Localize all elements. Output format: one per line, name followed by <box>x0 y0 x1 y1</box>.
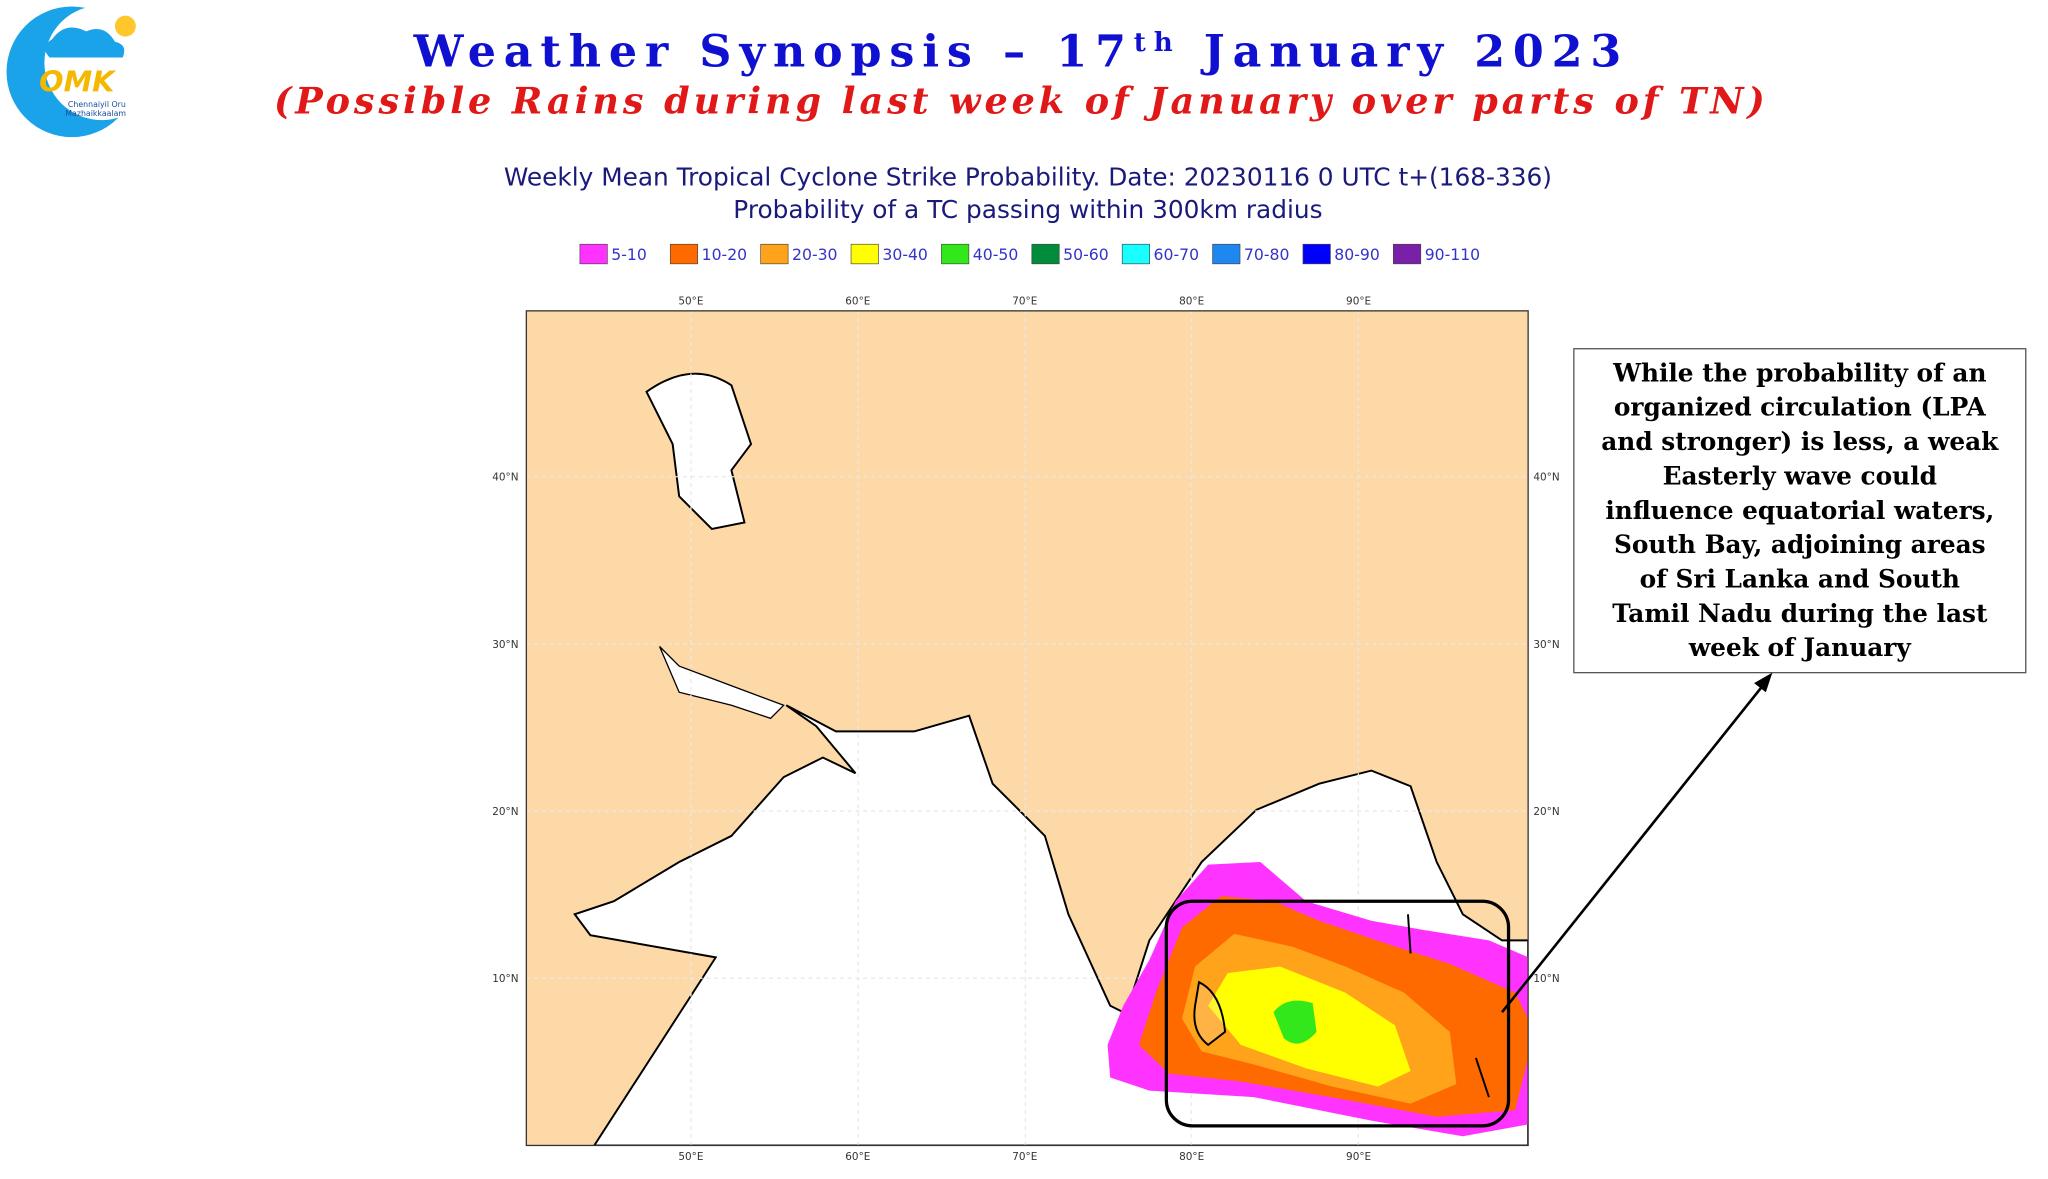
callout: While the probability of an organized cir… <box>1601 358 1999 662</box>
legend-label: 5-10 <box>611 245 647 264</box>
map-subtitle: Probability of a TC passing within 300km… <box>733 195 1322 224</box>
lat-label: 20°N <box>492 806 518 818</box>
subtitle: (Possible Rains during last week of Janu… <box>274 80 1769 123</box>
lat-label: 30°N <box>492 639 518 651</box>
logo-name: Chennaiyil Oru <box>68 100 126 109</box>
callout-line: While the probability of an <box>1612 358 1986 387</box>
logo: OMK Chennaiyil Oru Mazhaikkaalam <box>6 5 160 138</box>
legend-swatch <box>1031 243 1060 265</box>
arrow-head <box>1754 672 1773 693</box>
callout-line: Tamil Nadu during the last <box>1612 599 1988 628</box>
lon-label: 50°E <box>678 295 703 307</box>
lon-label: 90°E <box>1346 295 1371 307</box>
title: Weather Synopsis – 17th January 2023 <box>413 26 1629 78</box>
lon-label: 60°E <box>845 295 870 307</box>
lat-label: 10°N <box>492 973 518 985</box>
legend-swatch <box>669 243 699 265</box>
lat-label: 10°N <box>1533 973 1559 985</box>
lat-label: 20°N <box>1533 806 1559 818</box>
callout-box <box>1573 348 2027 674</box>
map-title: Weekly Mean Tropical Cyclone Strike Prob… <box>504 162 1552 191</box>
legend-label: 10-20 <box>702 245 748 264</box>
callout-line: and stronger) is less, a weak <box>1601 427 1999 456</box>
callout-line: Easterly wave could <box>1663 461 1937 490</box>
callout-line: organized circulation (LPA <box>1614 393 1987 422</box>
title-part: January 2023 <box>1181 26 1630 78</box>
lat-label: 40°N <box>1533 472 1559 484</box>
lat-label: 30°N <box>1533 639 1559 651</box>
lon-label: 60°E <box>845 1151 870 1163</box>
lat-label: 40°N <box>492 472 518 484</box>
logo-mark: OMK <box>39 64 117 98</box>
legend-swatch <box>1212 243 1241 265</box>
callout-line: South Bay, adjoining areas <box>1614 530 1986 559</box>
lon-label: 90°E <box>1346 1151 1371 1163</box>
legend-swatch <box>941 243 970 265</box>
legend-label: 90-110 <box>1425 245 1480 264</box>
lon-label: 70°E <box>1012 295 1037 307</box>
legend-swatch <box>850 243 879 265</box>
callout-line: influence equatorial waters, <box>1605 496 1994 525</box>
legend-label: 80-90 <box>1334 245 1380 264</box>
lon-label: 80°E <box>1179 1151 1204 1163</box>
map <box>525 310 1529 1147</box>
legend-label: 30-40 <box>882 245 928 264</box>
lon-label: 50°E <box>678 1151 703 1163</box>
map-ticks: 50°E 50°E 60°E 60°E 70°E 70°E 80°E 80°E 90°E 90°E… <box>492 295 1559 1162</box>
legend-swatch <box>1302 243 1331 265</box>
legend-label: 70-80 <box>1244 245 1290 264</box>
title-sup: th <box>1134 27 1181 58</box>
legend-swatch <box>1393 243 1422 265</box>
legend-swatch <box>579 243 608 265</box>
legend-swatch <box>760 243 789 265</box>
legend-label: 20-30 <box>792 245 838 264</box>
title-part: Weather Synopsis – 17 <box>413 26 1134 78</box>
arrow <box>1500 680 1767 1014</box>
lon-label: 80°E <box>1179 295 1204 307</box>
legend: 5-10 10-20 20-30 30-40 40-50 50-60 60-70 70-80 8… <box>579 243 1480 265</box>
legend-label: 50-60 <box>1063 245 1109 264</box>
lon-label: 70°E <box>1012 1151 1037 1163</box>
logo-name: Mazhaikkaalam <box>65 109 126 118</box>
legend-label: 60-70 <box>1154 245 1200 264</box>
legend-label: 40-50 <box>973 245 1019 264</box>
callout-line: of Sri Lanka and South <box>1640 564 1960 593</box>
callout-line: week of January <box>1688 633 1912 662</box>
legend-swatch <box>1121 243 1150 265</box>
